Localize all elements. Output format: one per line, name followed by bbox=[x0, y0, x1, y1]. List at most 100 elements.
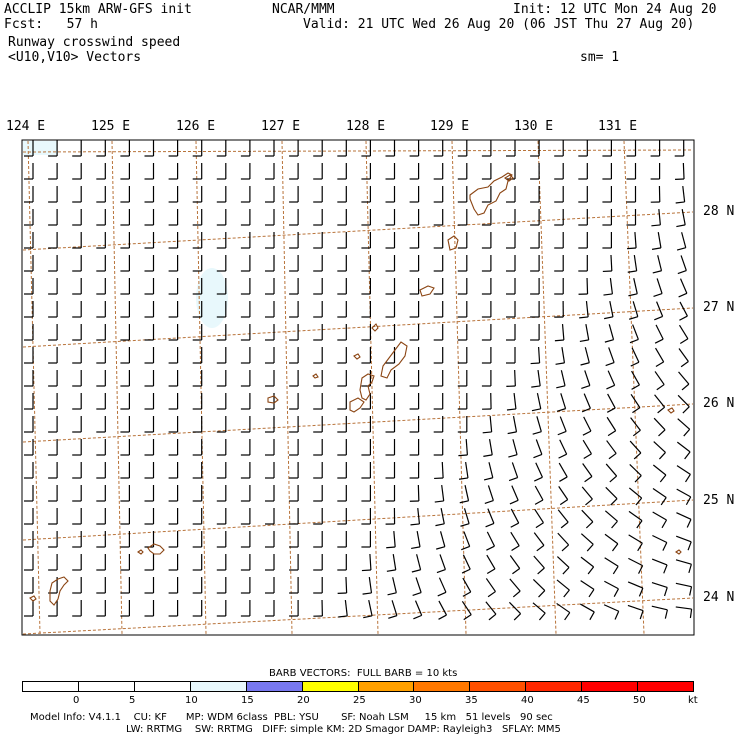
wind-barb bbox=[457, 278, 468, 295]
wind-barb bbox=[240, 531, 251, 548]
colorbar-tick-label: 0 bbox=[73, 695, 80, 706]
wind-barb bbox=[409, 416, 420, 433]
organization: NCAR/MMM bbox=[272, 2, 335, 17]
wind-barb bbox=[337, 140, 347, 157]
wind-barb bbox=[361, 416, 371, 433]
colorbar-unit: kt bbox=[688, 695, 698, 706]
wind-barb bbox=[168, 163, 179, 180]
wind-barb bbox=[289, 393, 299, 410]
wind-barb bbox=[120, 140, 130, 157]
wind-barb bbox=[602, 232, 613, 249]
wind-barb bbox=[677, 418, 691, 437]
wind-barb bbox=[313, 577, 323, 594]
wind-barb bbox=[120, 255, 130, 272]
wind-barb bbox=[337, 393, 347, 410]
wind-barb bbox=[653, 278, 663, 297]
wind-barb bbox=[457, 140, 468, 157]
wind-barb bbox=[485, 508, 495, 528]
wind-barb bbox=[24, 554, 34, 571]
wind-barb bbox=[678, 324, 689, 345]
wind-barb bbox=[578, 163, 588, 180]
wind-barb bbox=[385, 462, 396, 479]
colorbar-tick-label: 15 bbox=[241, 695, 254, 706]
wind-barb bbox=[558, 439, 568, 459]
wind-barb bbox=[337, 462, 347, 479]
barb-legend-title: BARB VECTORS: FULL BARB = 10 kts bbox=[269, 668, 458, 679]
wind-barb bbox=[265, 462, 275, 479]
wind-barb bbox=[629, 324, 639, 344]
wind-barb bbox=[385, 140, 396, 157]
wind-barb bbox=[409, 439, 420, 456]
wind-barb bbox=[457, 163, 468, 180]
wind-barb bbox=[192, 232, 203, 249]
wind-barb bbox=[120, 508, 130, 525]
wind-barb bbox=[240, 416, 251, 433]
wind-barb bbox=[411, 531, 421, 550]
wind-barb bbox=[313, 370, 323, 387]
wind-barb bbox=[604, 580, 619, 597]
wind-barb bbox=[313, 324, 323, 341]
wind-barb bbox=[96, 278, 106, 295]
wind-barb bbox=[580, 347, 590, 366]
wind-barb bbox=[627, 254, 638, 273]
wind-barb bbox=[433, 393, 444, 410]
wind-barb bbox=[265, 416, 275, 433]
wind-barb bbox=[216, 347, 227, 364]
wind-barb bbox=[386, 530, 396, 549]
wind-barb bbox=[313, 301, 323, 318]
wind-barb bbox=[265, 600, 275, 617]
lon-label: 125 E bbox=[91, 119, 131, 134]
wind-barb bbox=[481, 301, 492, 318]
wind-barb bbox=[96, 485, 106, 502]
wind-barb bbox=[530, 186, 540, 203]
wind-barb bbox=[361, 347, 371, 364]
wind-barb bbox=[24, 531, 34, 548]
wind-barb bbox=[338, 599, 348, 618]
wind-barb bbox=[96, 577, 106, 594]
wind-barb bbox=[240, 140, 251, 157]
wind-barb bbox=[144, 163, 155, 180]
graticule-line bbox=[195, 140, 207, 635]
wind-barb bbox=[530, 209, 540, 226]
wind-barb bbox=[676, 512, 692, 528]
wind-barb bbox=[533, 462, 543, 482]
wind-barb bbox=[481, 232, 492, 249]
graticule-line bbox=[22, 149, 694, 153]
wind-barb bbox=[677, 255, 687, 275]
wind-barb bbox=[337, 370, 347, 387]
wind-barb bbox=[629, 301, 639, 320]
wind-barb bbox=[313, 278, 323, 295]
wind-barb bbox=[602, 163, 613, 180]
wind-barb bbox=[144, 255, 155, 272]
wind-barb bbox=[433, 209, 444, 226]
wind-barb bbox=[216, 370, 227, 387]
wind-barb bbox=[556, 370, 566, 389]
wind-barb bbox=[72, 255, 82, 272]
wind-barb bbox=[240, 485, 251, 502]
wind-barb bbox=[457, 347, 468, 364]
colorbar-segment bbox=[358, 682, 415, 691]
wind-barb bbox=[361, 439, 371, 456]
wind-barb bbox=[482, 392, 492, 410]
wind-barb bbox=[581, 509, 594, 529]
wind-barb bbox=[676, 209, 686, 228]
wind-barb bbox=[481, 324, 492, 341]
wind-barb bbox=[313, 439, 323, 456]
wind-barb bbox=[96, 439, 106, 456]
wind-barb bbox=[289, 485, 299, 502]
wind-barb bbox=[289, 209, 299, 226]
wind-barb bbox=[385, 232, 396, 249]
wind-barb bbox=[240, 347, 251, 364]
wind-barb bbox=[533, 555, 545, 575]
wind-barb bbox=[289, 416, 299, 433]
wind-barb bbox=[506, 324, 516, 341]
wind-barb bbox=[481, 278, 492, 295]
colorbar-tick-label: 35 bbox=[465, 695, 478, 706]
wind-barb bbox=[24, 485, 34, 502]
graticule-line bbox=[365, 140, 379, 635]
wind-barb bbox=[605, 463, 618, 483]
wind-barb bbox=[361, 186, 371, 203]
wind-barb bbox=[486, 531, 495, 551]
colorbar-tick-label: 5 bbox=[129, 695, 136, 706]
wind-barb bbox=[72, 416, 82, 433]
